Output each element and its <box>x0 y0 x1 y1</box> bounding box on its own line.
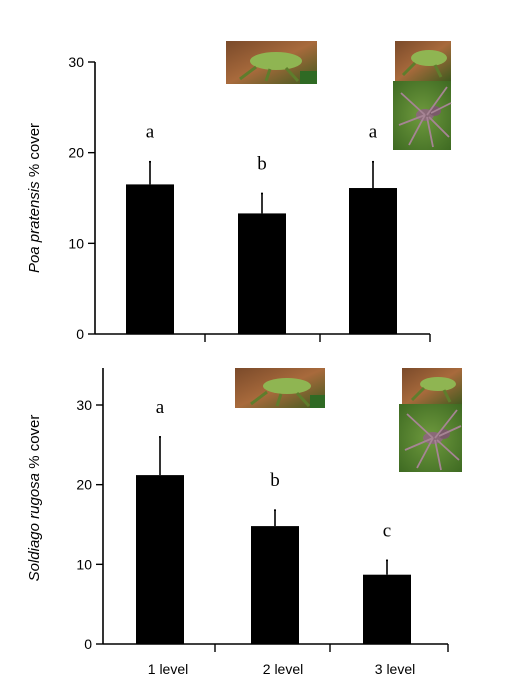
panel-poa-ylabel: Poa pratensis % cover <box>26 123 43 273</box>
panel-soldiago: 0 10 20 30 a 1 level b 2 level c 3 level Soldiag… <box>26 368 449 677</box>
panel-poa-ylabel-species: Poa pratensis <box>26 181 43 273</box>
significance-letter: a <box>156 397 165 418</box>
category-label: 3 level <box>375 661 415 677</box>
category-label: 2 level <box>263 661 303 677</box>
significance-letter: a <box>146 122 155 143</box>
bar <box>136 475 184 644</box>
y-tick-label: 0 <box>84 636 92 652</box>
significance-letter: b <box>270 470 280 491</box>
spider-icon <box>399 404 462 472</box>
panel-poa: 0 10 20 30 a b a Poa pratensis % cover <box>26 54 431 342</box>
grasshopper-icon <box>226 41 317 84</box>
grasshopper-icon <box>235 368 325 408</box>
y-tick-label: 30 <box>76 397 92 413</box>
y-tick-label: 10 <box>68 235 84 251</box>
bar <box>238 213 286 334</box>
grasshopper-icon <box>402 368 462 406</box>
y-tick-label: 20 <box>76 477 92 493</box>
y-tick-label: 30 <box>68 54 84 70</box>
bar <box>251 526 299 644</box>
y-tick-label: 0 <box>76 326 84 342</box>
category-label: 1 level <box>148 661 188 677</box>
panel-soldiago-ylabel: Soldiago rugosa % cover <box>26 415 43 582</box>
spider-icon <box>393 81 452 150</box>
panel-soldiago-ylabel-species: Soldiago rugosa <box>26 473 43 581</box>
significance-letter: c <box>383 520 391 541</box>
y-tick-label: 20 <box>68 145 84 161</box>
bar <box>363 574 411 644</box>
panel-poa-ylabel-rest: % cover <box>26 123 43 181</box>
significance-letter: b <box>257 153 267 174</box>
grasshopper-icon <box>395 41 451 81</box>
panel-soldiago-bars: a 1 level b 2 level c 3 level <box>136 397 415 677</box>
y-tick-label: 10 <box>76 556 92 572</box>
panel-poa-bars: a b a <box>126 122 397 334</box>
bar <box>126 184 174 334</box>
bar <box>349 188 397 334</box>
panel-soldiago-ylabel-rest: % cover <box>26 415 43 473</box>
significance-letter: a <box>369 122 378 143</box>
